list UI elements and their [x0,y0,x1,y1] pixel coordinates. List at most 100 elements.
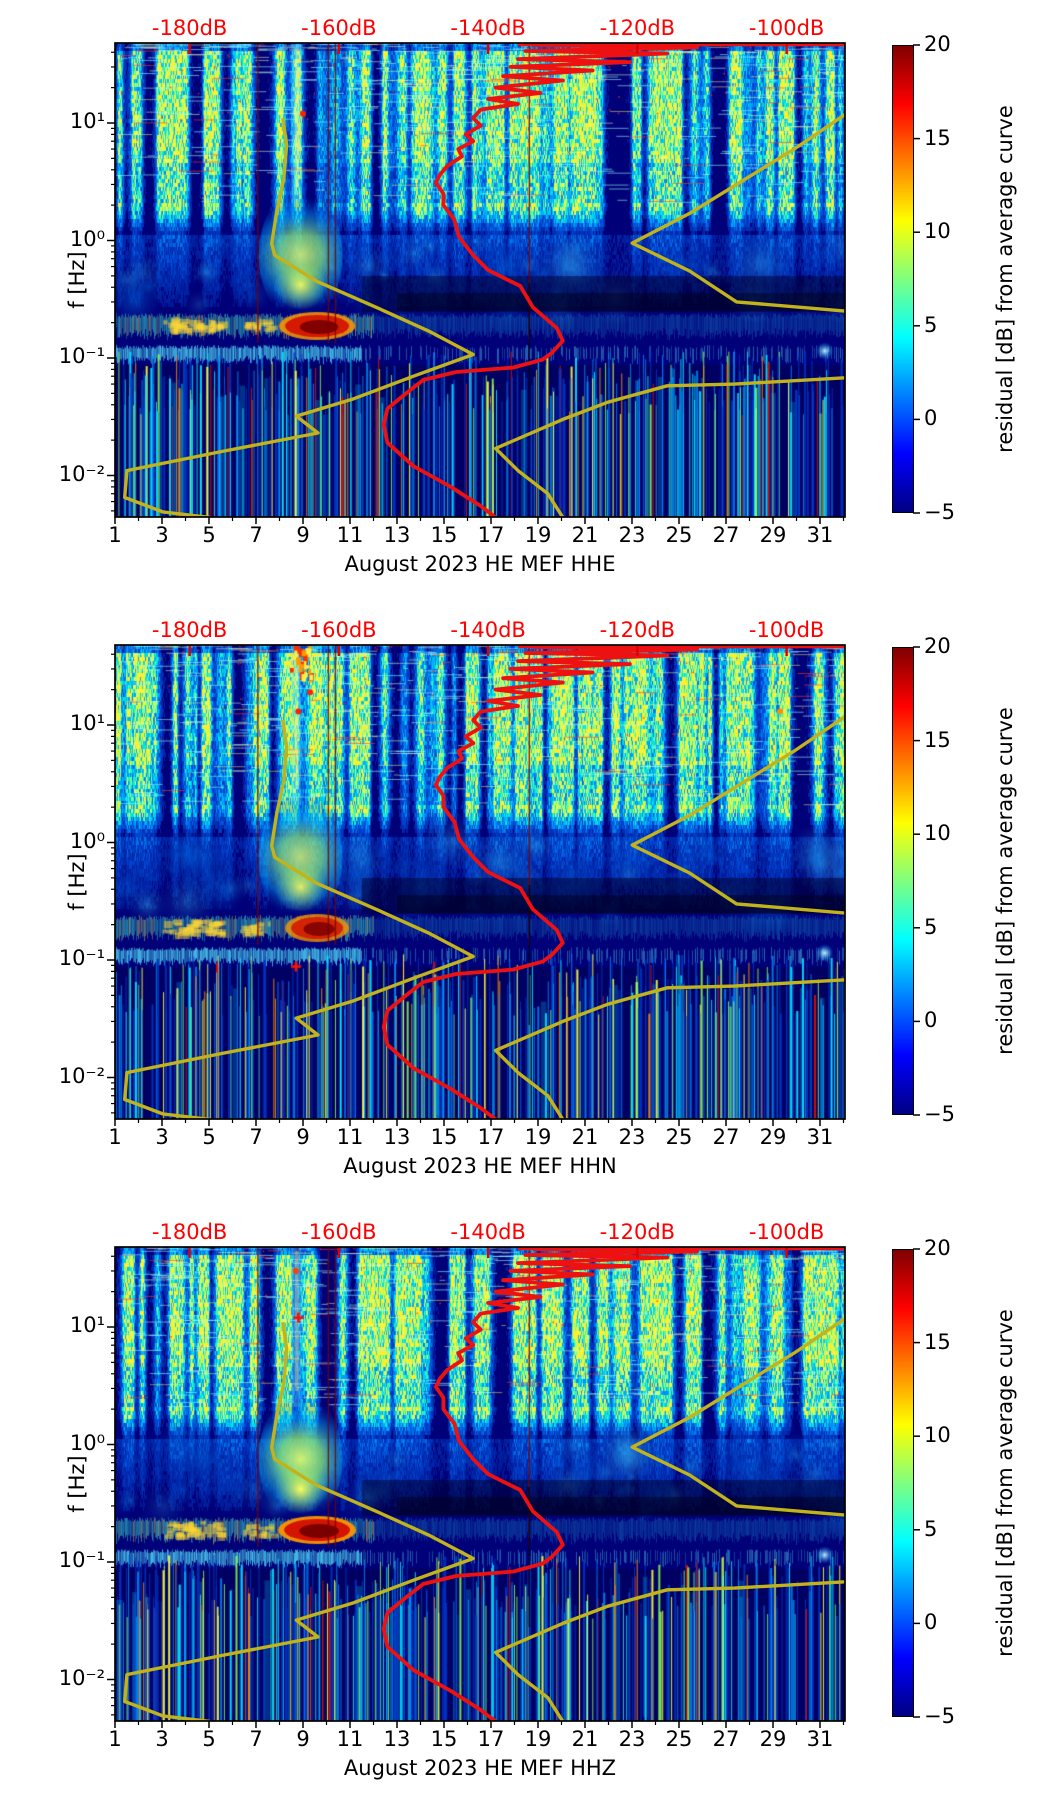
x-tick-label: 13 [383,1125,411,1149]
colorbar-hhn [892,647,914,1115]
colorbar-title: residual [dB] from average curve [993,707,1017,1055]
x-tick-label: 17 [477,1727,505,1751]
x-tick-label: 19 [524,1727,552,1751]
colorbar-tick-label: 0 [924,1008,938,1033]
x-tick-label: 29 [759,1727,787,1751]
x-tick-label: 25 [665,1727,693,1751]
y-axis-title: f [Hz] [65,1455,89,1513]
y-tick-label: 10¹ [69,711,105,735]
top-axis-tick-label: -160dB [301,618,377,642]
top-axis-tick-label: -100dB [748,618,825,642]
colorbar-tick-label: 20 [924,634,951,658]
x-tick-label: 27 [712,1727,740,1751]
x-tick-label: 21 [571,523,599,547]
x-tick-label: 29 [759,1125,787,1149]
colorbar-title: residual [dB] from average curve [993,105,1017,453]
y-tick-label: 10⁰ [69,1430,105,1455]
top-axis-tick-label: -120dB [599,16,676,40]
y-tick-label: 10¹ [69,109,105,133]
x-tick-label: 31 [806,1125,834,1149]
x-tick-label: 9 [296,523,310,547]
x-tick-label: 23 [618,1125,646,1149]
top-axis-tick-label: -160dB [301,16,377,40]
panel-hhe: f [Hz] residual [dB] from average curve … [0,0,1052,602]
y-tick-label: 10¹ [69,1313,105,1337]
x-tick-label: 3 [155,523,169,547]
x-tick-label: 7 [249,1125,263,1149]
x-tick-label: 17 [477,1125,505,1149]
top-axis-tick-label: -120dB [599,618,676,642]
x-axis-title-hhz: August 2023 HE MEF HHZ [343,1756,617,1780]
x-tick-label: 27 [712,1125,740,1149]
y-tick-label: 10⁻¹ [58,344,105,368]
colorbar-tick-label: 10 [924,1423,951,1448]
top-axis-tick-label: -180dB [151,16,228,40]
x-tick-label: 3 [155,1125,169,1149]
colorbar-tick-label: 0 [924,1610,938,1635]
x-tick-label: 7 [249,1727,263,1751]
colorbar-title: residual [dB] from average curve [993,1309,1017,1657]
x-tick-label: 7 [249,523,263,547]
x-tick-label: 11 [336,1727,364,1751]
y-axis-title: f [Hz] [65,251,89,309]
x-tick-label: 5 [202,1125,216,1149]
top-axis-tick-label: -140dB [450,1220,526,1244]
x-tick-label: 17 [477,523,505,547]
x-tick-label: 31 [806,1727,834,1751]
colorbar-tick-label: 20 [924,1236,951,1260]
x-tick-label: 19 [524,1125,552,1149]
panel-hhn: f [Hz] residual [dB] from average curve … [0,602,1052,1204]
x-tick-label: 25 [665,523,693,547]
colorbar-tick-label: −5 [924,1102,955,1126]
x-tick-label: 1 [108,1125,122,1149]
y-axis-title: f [Hz] [65,853,89,911]
x-tick-label: 15 [430,1125,458,1149]
x-tick-label: 25 [665,1125,693,1149]
colorbar-tick-label: 15 [924,125,951,150]
y-tick-label: 10⁻¹ [58,946,105,970]
colorbar-tick-label: 5 [924,1516,938,1541]
x-tick-label: 23 [618,523,646,547]
x-tick-label: 9 [296,1125,310,1149]
x-tick-label: 29 [759,523,787,547]
colorbar-tick-label: −5 [924,500,955,524]
x-tick-label: 15 [430,523,458,547]
colorbar-hhe [892,45,914,513]
x-tick-label: 21 [571,1727,599,1751]
x-tick-label: 27 [712,523,740,547]
x-axis-title-hhn: August 2023 HE MEF HHN [343,1154,617,1178]
x-tick-label: 11 [336,1125,364,1149]
y-tick-label: 10⁰ [69,828,105,853]
x-tick-label: 13 [383,1727,411,1751]
colorbar-tick-label: 10 [924,219,951,244]
y-tick-label: 10⁻¹ [58,1548,105,1572]
x-tick-label: 23 [618,1727,646,1751]
y-tick-label: 10⁻² [58,461,105,486]
x-tick-label: 5 [202,1727,216,1751]
top-axis-tick-label: -180dB [151,618,228,642]
x-tick-label: 11 [336,523,364,547]
x-tick-label: 19 [524,523,552,547]
top-axis-tick-label: -100dB [748,1220,825,1244]
top-axis-tick-label: -140dB [450,16,526,40]
top-axis-tick-label: -100dB [748,16,825,40]
colorbar-tick-label: 5 [924,914,938,939]
x-tick-label: 3 [155,1727,169,1751]
colorbar-hhz [892,1249,914,1717]
top-axis-tick-label: -180dB [151,1220,228,1244]
spectrogram-canvas-hhz [115,1247,845,1721]
colorbar-tick-label: −5 [924,1704,955,1728]
colorbar-tick-label: 20 [924,32,951,56]
x-tick-label: 21 [571,1125,599,1149]
x-tick-label: 13 [383,523,411,547]
top-axis-tick-label: -160dB [301,1220,377,1244]
top-axis-tick-label: -120dB [599,1220,676,1244]
x-tick-label: 15 [430,1727,458,1751]
top-axis-tick-label: -140dB [450,618,526,642]
y-tick-label: 10⁻² [58,1063,105,1088]
x-tick-label: 1 [108,523,122,547]
x-tick-label: 5 [202,523,216,547]
spectrogram-canvas-hhn [115,645,845,1119]
x-axis-title-hhe: August 2023 HE MEF HHE [344,552,616,576]
